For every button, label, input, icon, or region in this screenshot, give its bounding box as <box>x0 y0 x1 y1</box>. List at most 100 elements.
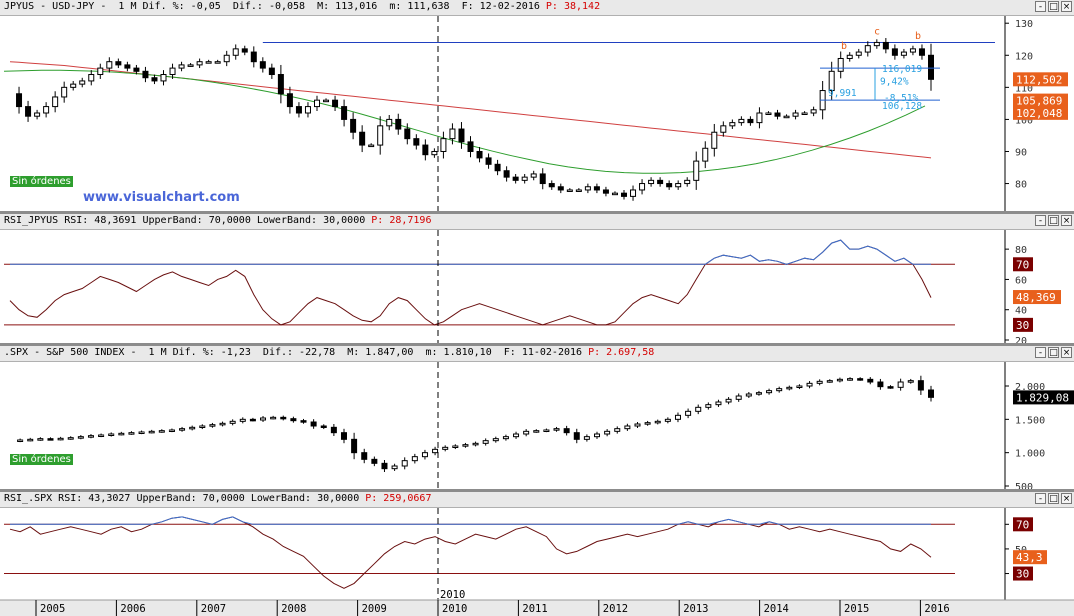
candle-body <box>634 423 641 427</box>
panel-separator[interactable] <box>0 343 1074 346</box>
candle-body <box>61 86 68 98</box>
x-tick-label: 2007 <box>201 603 226 615</box>
candle-body <box>900 51 907 56</box>
candle-body <box>810 109 817 114</box>
candle-body <box>715 401 722 406</box>
x-tick-label: 2013 <box>683 603 708 615</box>
candle-body <box>401 460 408 467</box>
minimize-button[interactable]: - <box>1035 1 1046 12</box>
candle-body <box>594 433 601 438</box>
price-tag <box>1013 317 1033 332</box>
maximize-button[interactable]: □ <box>1048 347 1059 358</box>
x-tick-label: 2008 <box>281 603 306 615</box>
candle-body <box>377 125 384 146</box>
candle-body <box>611 192 618 196</box>
price-tag-label: 43,3 <box>1016 551 1043 564</box>
candle-body <box>340 432 347 440</box>
candle-body <box>270 416 277 420</box>
candle-body <box>828 70 835 92</box>
candle-body <box>674 414 681 420</box>
price-tag-label: 1.829,08 <box>1016 391 1069 404</box>
candle-body <box>792 112 799 117</box>
candle-body <box>128 432 135 435</box>
candle-body <box>280 416 287 420</box>
candle-body <box>887 386 894 389</box>
candle-body <box>476 150 483 159</box>
spx-rsi-chart[interactable]: 7050307043,33020052006200720082009201020… <box>0 508 1074 616</box>
candle-body <box>492 438 499 442</box>
price-tag <box>1013 72 1068 87</box>
candle-body <box>70 83 77 88</box>
orders-badge[interactable]: Sin órdenes <box>10 454 73 465</box>
candle-body <box>16 93 23 108</box>
candle-body <box>148 430 155 434</box>
candle-body <box>359 131 366 146</box>
candle-body <box>664 418 671 422</box>
minimize-button[interactable]: - <box>1035 493 1046 504</box>
candle-body <box>693 160 700 181</box>
candle-body <box>482 440 489 444</box>
candle-body <box>47 438 54 441</box>
candle-body <box>124 64 131 69</box>
panel-jpyus-price: JPYUS - USD-JPY - 1 M Dif. %: -0,05 Dif.… <box>0 0 1074 212</box>
candle-body <box>442 446 449 450</box>
window-controls: - □ × <box>1035 1 1072 12</box>
x-tick-label: 2016 <box>924 603 949 615</box>
candle-body <box>573 432 580 440</box>
candle-body <box>133 67 140 72</box>
candle-body <box>907 380 914 383</box>
candle-body <box>214 61 221 64</box>
candle-body <box>440 138 447 152</box>
candle-body <box>368 144 375 148</box>
candle-body <box>485 157 492 165</box>
candle-body <box>77 436 84 439</box>
candle-body <box>584 186 591 191</box>
y-tick-label: 80 <box>1015 180 1027 191</box>
close-button[interactable]: × <box>1061 215 1072 226</box>
price-tag <box>1013 566 1033 581</box>
candle-body <box>864 45 871 53</box>
y-tick-label: 110 <box>1015 83 1033 94</box>
close-button[interactable]: × <box>1061 493 1072 504</box>
candle-body <box>462 444 469 447</box>
panel-header-text: RSI_JPYUS RSI: 48,3691 UpperBand: 70,000… <box>4 215 432 226</box>
panel-separator[interactable] <box>0 489 1074 492</box>
wave-label: b <box>841 41 847 52</box>
candle-body <box>745 393 752 397</box>
candle-body <box>847 378 854 381</box>
maximize-button[interactable]: □ <box>1048 493 1059 504</box>
close-button[interactable]: × <box>1061 1 1072 12</box>
x-tick-label: 2012 <box>603 603 628 615</box>
candle-body <box>277 74 284 95</box>
panel-separator[interactable] <box>0 211 1074 214</box>
candle-body <box>304 106 311 114</box>
candle-body <box>533 430 540 433</box>
y-tick-label: 100 <box>1015 115 1033 126</box>
orders-badge[interactable]: Sin órdenes <box>10 176 73 187</box>
panel-header: JPYUS - USD-JPY - 1 M Dif. %: -0,05 Dif.… <box>0 0 1074 16</box>
maximize-button[interactable]: □ <box>1048 1 1059 12</box>
close-button[interactable]: × <box>1061 347 1072 358</box>
rsi-overbought-line <box>10 516 931 525</box>
x-tick-label: 2011 <box>522 603 547 615</box>
candle-body <box>720 125 727 133</box>
minimize-button[interactable]: - <box>1035 347 1046 358</box>
minimize-button[interactable]: - <box>1035 215 1046 226</box>
candle-body <box>300 420 307 423</box>
candle-body <box>229 420 236 424</box>
jpyus-rsi-chart[interactable]: 80 60 40 20 70 48,369 30 <box>0 230 1074 344</box>
wave-label: b <box>915 31 921 42</box>
candle-body <box>43 106 50 114</box>
candle-body <box>286 93 293 108</box>
spx-price-chart[interactable]: 2.000 1.500 1.000 500 1.829,08 <box>0 362 1074 490</box>
candle-body <box>557 186 564 191</box>
candle-body <box>205 61 212 64</box>
candle-body <box>867 378 874 383</box>
candle-body <box>836 378 843 382</box>
candle-body <box>909 48 916 53</box>
candle-body <box>88 74 95 82</box>
candle-body <box>657 179 664 185</box>
maximize-button[interactable]: □ <box>1048 215 1059 226</box>
candle-body <box>223 54 230 63</box>
